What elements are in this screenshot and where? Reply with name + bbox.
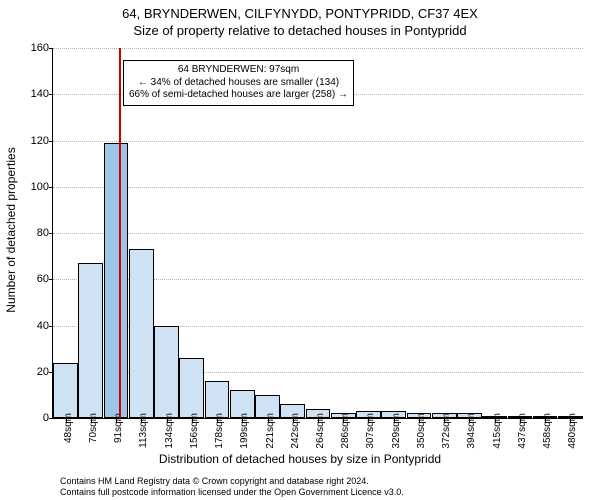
x-axis-label: Distribution of detached houses by size … <box>0 452 600 466</box>
footer-line2: Contains full postcode information licen… <box>60 487 404 498</box>
y-tick-mark <box>49 141 53 142</box>
x-tick-label: 458sqm <box>542 413 553 449</box>
y-tick-label: 60 <box>19 273 49 285</box>
x-tick-label: 480sqm <box>567 413 578 449</box>
x-tick-label: 394sqm <box>466 413 477 449</box>
footer-attribution: Contains HM Land Registry data © Crown c… <box>60 476 404 498</box>
x-tick-label: 307sqm <box>365 413 376 449</box>
x-tick-label: 242sqm <box>290 413 301 449</box>
y-tick-mark <box>49 187 53 188</box>
y-tick-mark <box>49 418 53 419</box>
y-tick-mark <box>49 48 53 49</box>
y-tick-label: 40 <box>19 320 49 332</box>
y-tick-label: 20 <box>19 366 49 378</box>
x-tick-label: 286sqm <box>340 413 351 449</box>
y-tick-mark <box>49 94 53 95</box>
histogram-bar <box>78 263 103 418</box>
histogram-bar <box>53 363 78 419</box>
gridline <box>53 141 583 142</box>
footer-line1: Contains HM Land Registry data © Crown c… <box>60 476 404 487</box>
y-tick-mark <box>49 326 53 327</box>
plot-area: 02040608010012014016048sqm70sqm91sqm113s… <box>52 48 583 419</box>
x-tick-label: 48sqm <box>63 413 74 443</box>
gridline <box>53 48 583 49</box>
x-tick-label: 221sqm <box>265 413 276 449</box>
y-tick-label: 160 <box>19 42 49 54</box>
gridline <box>53 187 583 188</box>
x-tick-label: 134sqm <box>164 413 175 449</box>
histogram-bar <box>154 326 179 419</box>
x-tick-label: 415sqm <box>492 413 503 449</box>
histogram-bar <box>104 143 129 418</box>
x-tick-label: 372sqm <box>441 413 452 449</box>
y-tick-label: 0 <box>19 412 49 424</box>
x-tick-label: 264sqm <box>315 413 326 449</box>
y-tick-label: 120 <box>19 135 49 147</box>
y-axis-label: Number of detached properties <box>4 147 18 312</box>
x-tick-label: 437sqm <box>517 413 528 449</box>
annotation-box: 64 BRYNDERWEN: 97sqm← 34% of detached ho… <box>123 60 354 106</box>
chart-title-subtitle: Size of property relative to detached ho… <box>0 23 600 38</box>
y-tick-mark <box>49 279 53 280</box>
histogram-bar <box>129 249 154 418</box>
gridline <box>53 233 583 234</box>
annotation-line: 66% of semi-detached houses are larger (… <box>129 89 348 102</box>
y-tick-mark <box>49 233 53 234</box>
annotation-line: ← 34% of detached houses are smaller (13… <box>129 77 348 90</box>
x-tick-label: 70sqm <box>88 413 99 443</box>
x-tick-label: 329sqm <box>391 413 402 449</box>
chart-title-block: 64, BRYNDERWEN, CILFYNYDD, PONTYPRIDD, C… <box>0 0 600 38</box>
x-tick-label: 156sqm <box>189 413 200 449</box>
x-tick-label: 178sqm <box>214 413 225 449</box>
y-tick-label: 140 <box>19 88 49 100</box>
x-tick-label: 350sqm <box>416 413 427 449</box>
x-tick-label: 113sqm <box>138 413 149 448</box>
y-tick-label: 100 <box>19 181 49 193</box>
y-tick-label: 80 <box>19 227 49 239</box>
x-tick-label: 199sqm <box>239 413 250 449</box>
reference-line <box>119 48 121 418</box>
chart-title-address: 64, BRYNDERWEN, CILFYNYDD, PONTYPRIDD, C… <box>0 6 600 21</box>
histogram-bar <box>179 358 204 418</box>
annotation-line: 64 BRYNDERWEN: 97sqm <box>129 64 348 77</box>
